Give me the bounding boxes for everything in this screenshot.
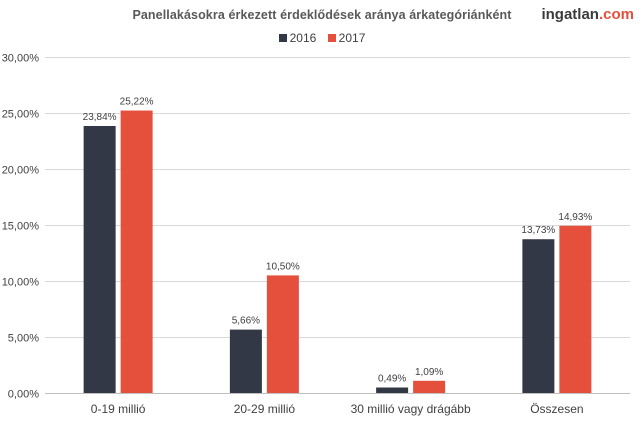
x-tick-label: 20-29 millió <box>234 402 296 416</box>
bar-2017-0 <box>120 110 153 393</box>
bar-2017-3 <box>559 225 592 393</box>
data-label: 25,22% <box>120 97 154 108</box>
legend-label-2016: 2016 <box>289 31 317 45</box>
y-tick-label: 0,00% <box>8 389 39 401</box>
bar-2017-1 <box>266 275 299 393</box>
y-tick-label: 25,00% <box>2 109 40 121</box>
x-tick-label: 0-19 millió <box>91 402 146 416</box>
chart-title: Panellakásokra érkezett érdeklődések ará… <box>132 8 512 22</box>
bar-2016-3 <box>522 239 555 393</box>
bar-2016-1 <box>229 329 262 393</box>
legend-label-2017: 2017 <box>338 31 366 45</box>
data-label: 14,93% <box>558 212 592 223</box>
legend-item-2016: 2016 <box>278 31 317 45</box>
legend-item-2017: 2017 <box>327 31 366 45</box>
y-tick-label: 30,00% <box>2 53 40 65</box>
logo-domain-text: .com <box>598 6 634 23</box>
data-label: 0,49% <box>378 374 406 385</box>
logo-main-text: ingatlan <box>541 6 599 23</box>
bar-2017-2 <box>413 380 446 393</box>
x-tick-label: Összesen <box>530 402 583 416</box>
legend-swatch-2017 <box>327 34 336 42</box>
y-tick-label: 5,00% <box>8 333 39 345</box>
y-tick-label: 15,00% <box>2 221 40 233</box>
data-label: 5,66% <box>232 316 260 327</box>
y-tick-label: 10,00% <box>2 277 40 289</box>
data-label: 10,50% <box>266 261 300 272</box>
x-tick-label: 30 millió vagy drágább <box>351 402 471 416</box>
bar-2016-2 <box>376 387 409 393</box>
data-label: 1,09% <box>415 367 443 378</box>
bar-2016-0 <box>83 125 116 393</box>
data-label: 13,73% <box>521 225 555 236</box>
legend-swatch-2016 <box>278 34 287 42</box>
chart-legend: 2016 2017 <box>0 31 644 45</box>
data-label: 23,84% <box>83 112 117 123</box>
y-tick-label: 20,00% <box>2 165 40 177</box>
brand-logo: ingatlan.com <box>541 6 634 23</box>
